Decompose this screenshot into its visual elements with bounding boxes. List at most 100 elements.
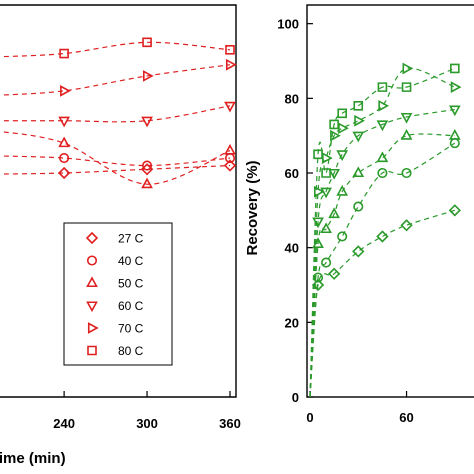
left-data-point bbox=[59, 153, 70, 164]
right-fit-curve bbox=[309, 133, 455, 398]
left-data-point bbox=[225, 58, 237, 71]
legend-box bbox=[63, 222, 173, 366]
left-fit-curve bbox=[0, 155, 231, 167]
right-data-point bbox=[378, 99, 390, 112]
right-data-point bbox=[400, 128, 413, 140]
right-y-tick-label: 20 bbox=[285, 315, 299, 330]
right-data-point bbox=[313, 149, 323, 160]
legend-label: 40 C bbox=[118, 254, 144, 268]
left-data-point bbox=[142, 160, 153, 171]
right-data-point bbox=[354, 114, 365, 127]
legend-marker bbox=[86, 276, 98, 288]
left-panel-frame bbox=[0, 4, 237, 398]
right-data-point bbox=[376, 151, 389, 163]
right-data-point bbox=[320, 222, 332, 234]
left-data-point bbox=[59, 48, 69, 59]
right-data-point bbox=[448, 105, 461, 117]
right-fit-curve bbox=[309, 209, 455, 398]
right-data-point bbox=[338, 122, 349, 135]
right-data-point bbox=[313, 185, 325, 198]
right-data-point bbox=[400, 219, 413, 232]
right-data-point bbox=[377, 82, 388, 92]
legend-marker bbox=[86, 301, 98, 313]
right-data-point bbox=[401, 82, 412, 92]
left-x-tick-label: 240 bbox=[53, 416, 75, 431]
right-data-point bbox=[353, 101, 364, 111]
left-data-point bbox=[223, 159, 237, 172]
left-data-point bbox=[141, 177, 153, 189]
right-data-point bbox=[401, 167, 412, 179]
left-data-point bbox=[57, 166, 71, 180]
left-data-point bbox=[58, 136, 70, 148]
right-panel-frame bbox=[306, 4, 474, 398]
right-data-point bbox=[337, 231, 348, 242]
right-fit-curve bbox=[309, 142, 456, 398]
right-data-point bbox=[448, 204, 461, 217]
right-data-point bbox=[330, 129, 341, 142]
left-fit-curve bbox=[0, 64, 231, 96]
legend-label: 27 C bbox=[118, 232, 144, 246]
legend-marker bbox=[87, 322, 99, 334]
right-data-point bbox=[402, 62, 414, 75]
left-panel: 240 300 360 27 C 40 C 50 C 60 C 70 C 80 C Time … bbox=[0, 4, 241, 467]
left-fit-curve bbox=[0, 41, 231, 58]
legend: 27 C 40 C 50 C 60 C 70 C 80 C bbox=[85, 232, 144, 358]
left-fit-curve bbox=[0, 105, 231, 123]
legend-marker bbox=[86, 255, 98, 266]
right-data-point bbox=[448, 128, 461, 140]
right-x-tick-label: 60 bbox=[399, 410, 413, 425]
left-x-axis-title: Time (min) bbox=[0, 450, 66, 467]
left-data-point bbox=[60, 85, 71, 97]
right-y-tick-label: 40 bbox=[285, 241, 299, 256]
right-data-point bbox=[336, 184, 349, 196]
right-data-point bbox=[352, 131, 365, 143]
left-x-tick-label: 360 bbox=[219, 416, 241, 431]
right-data-point bbox=[450, 81, 462, 93]
left-data-point bbox=[143, 70, 154, 82]
right-y-axis-title: Recovery (%) bbox=[244, 160, 261, 255]
right-data-point bbox=[337, 108, 347, 119]
left-x-axis: 240 300 360 bbox=[53, 391, 241, 431]
right-data-point bbox=[312, 217, 324, 229]
legend-label: 60 C bbox=[118, 299, 144, 313]
left-data-point bbox=[58, 116, 70, 128]
right-data-point bbox=[321, 168, 331, 178]
left-data-point bbox=[141, 116, 153, 128]
legend-label: 50 C bbox=[118, 277, 144, 291]
right-data-point bbox=[450, 63, 460, 74]
right-data-point bbox=[328, 207, 340, 219]
right-x-axis: 0 60 bbox=[306, 391, 414, 425]
right-data-point bbox=[352, 245, 365, 258]
right-y-tick-label: 80 bbox=[285, 91, 299, 106]
right-data-point bbox=[320, 187, 332, 199]
right-data-point bbox=[311, 278, 325, 292]
left-data-point bbox=[142, 37, 152, 48]
left-x-tick-label: 300 bbox=[136, 416, 158, 431]
right-data-point bbox=[353, 201, 364, 212]
left-data-point bbox=[224, 143, 236, 155]
left-fit-curve bbox=[0, 130, 231, 185]
right-data-point bbox=[336, 150, 349, 162]
left-data-point bbox=[225, 45, 235, 55]
right-panel: 0 20 40 60 80 100 0 60 Recovery (%) bbox=[244, 4, 474, 425]
right-data-point bbox=[328, 168, 340, 180]
right-data-point bbox=[322, 152, 333, 164]
left-fit-curve bbox=[0, 164, 231, 175]
right-plot-area bbox=[309, 62, 462, 398]
right-data-point bbox=[376, 120, 389, 132]
right-y-tick-label: 0 bbox=[292, 390, 299, 405]
left-plot-area bbox=[0, 37, 237, 189]
right-fit-curve bbox=[309, 67, 456, 398]
right-data-point bbox=[376, 230, 389, 243]
right-y-tick-label: 60 bbox=[285, 166, 299, 181]
legend-label: 80 C bbox=[118, 344, 144, 358]
right-data-point bbox=[377, 167, 388, 179]
right-y-tick-label: 100 bbox=[277, 17, 299, 32]
right-y-axis: 0 20 40 60 80 100 bbox=[277, 17, 313, 405]
right-data-point bbox=[400, 112, 413, 124]
legend-label: 70 C bbox=[118, 322, 144, 336]
right-data-point bbox=[321, 257, 332, 268]
right-x-tick-label: 0 bbox=[306, 410, 313, 425]
right-data-point bbox=[329, 119, 339, 130]
